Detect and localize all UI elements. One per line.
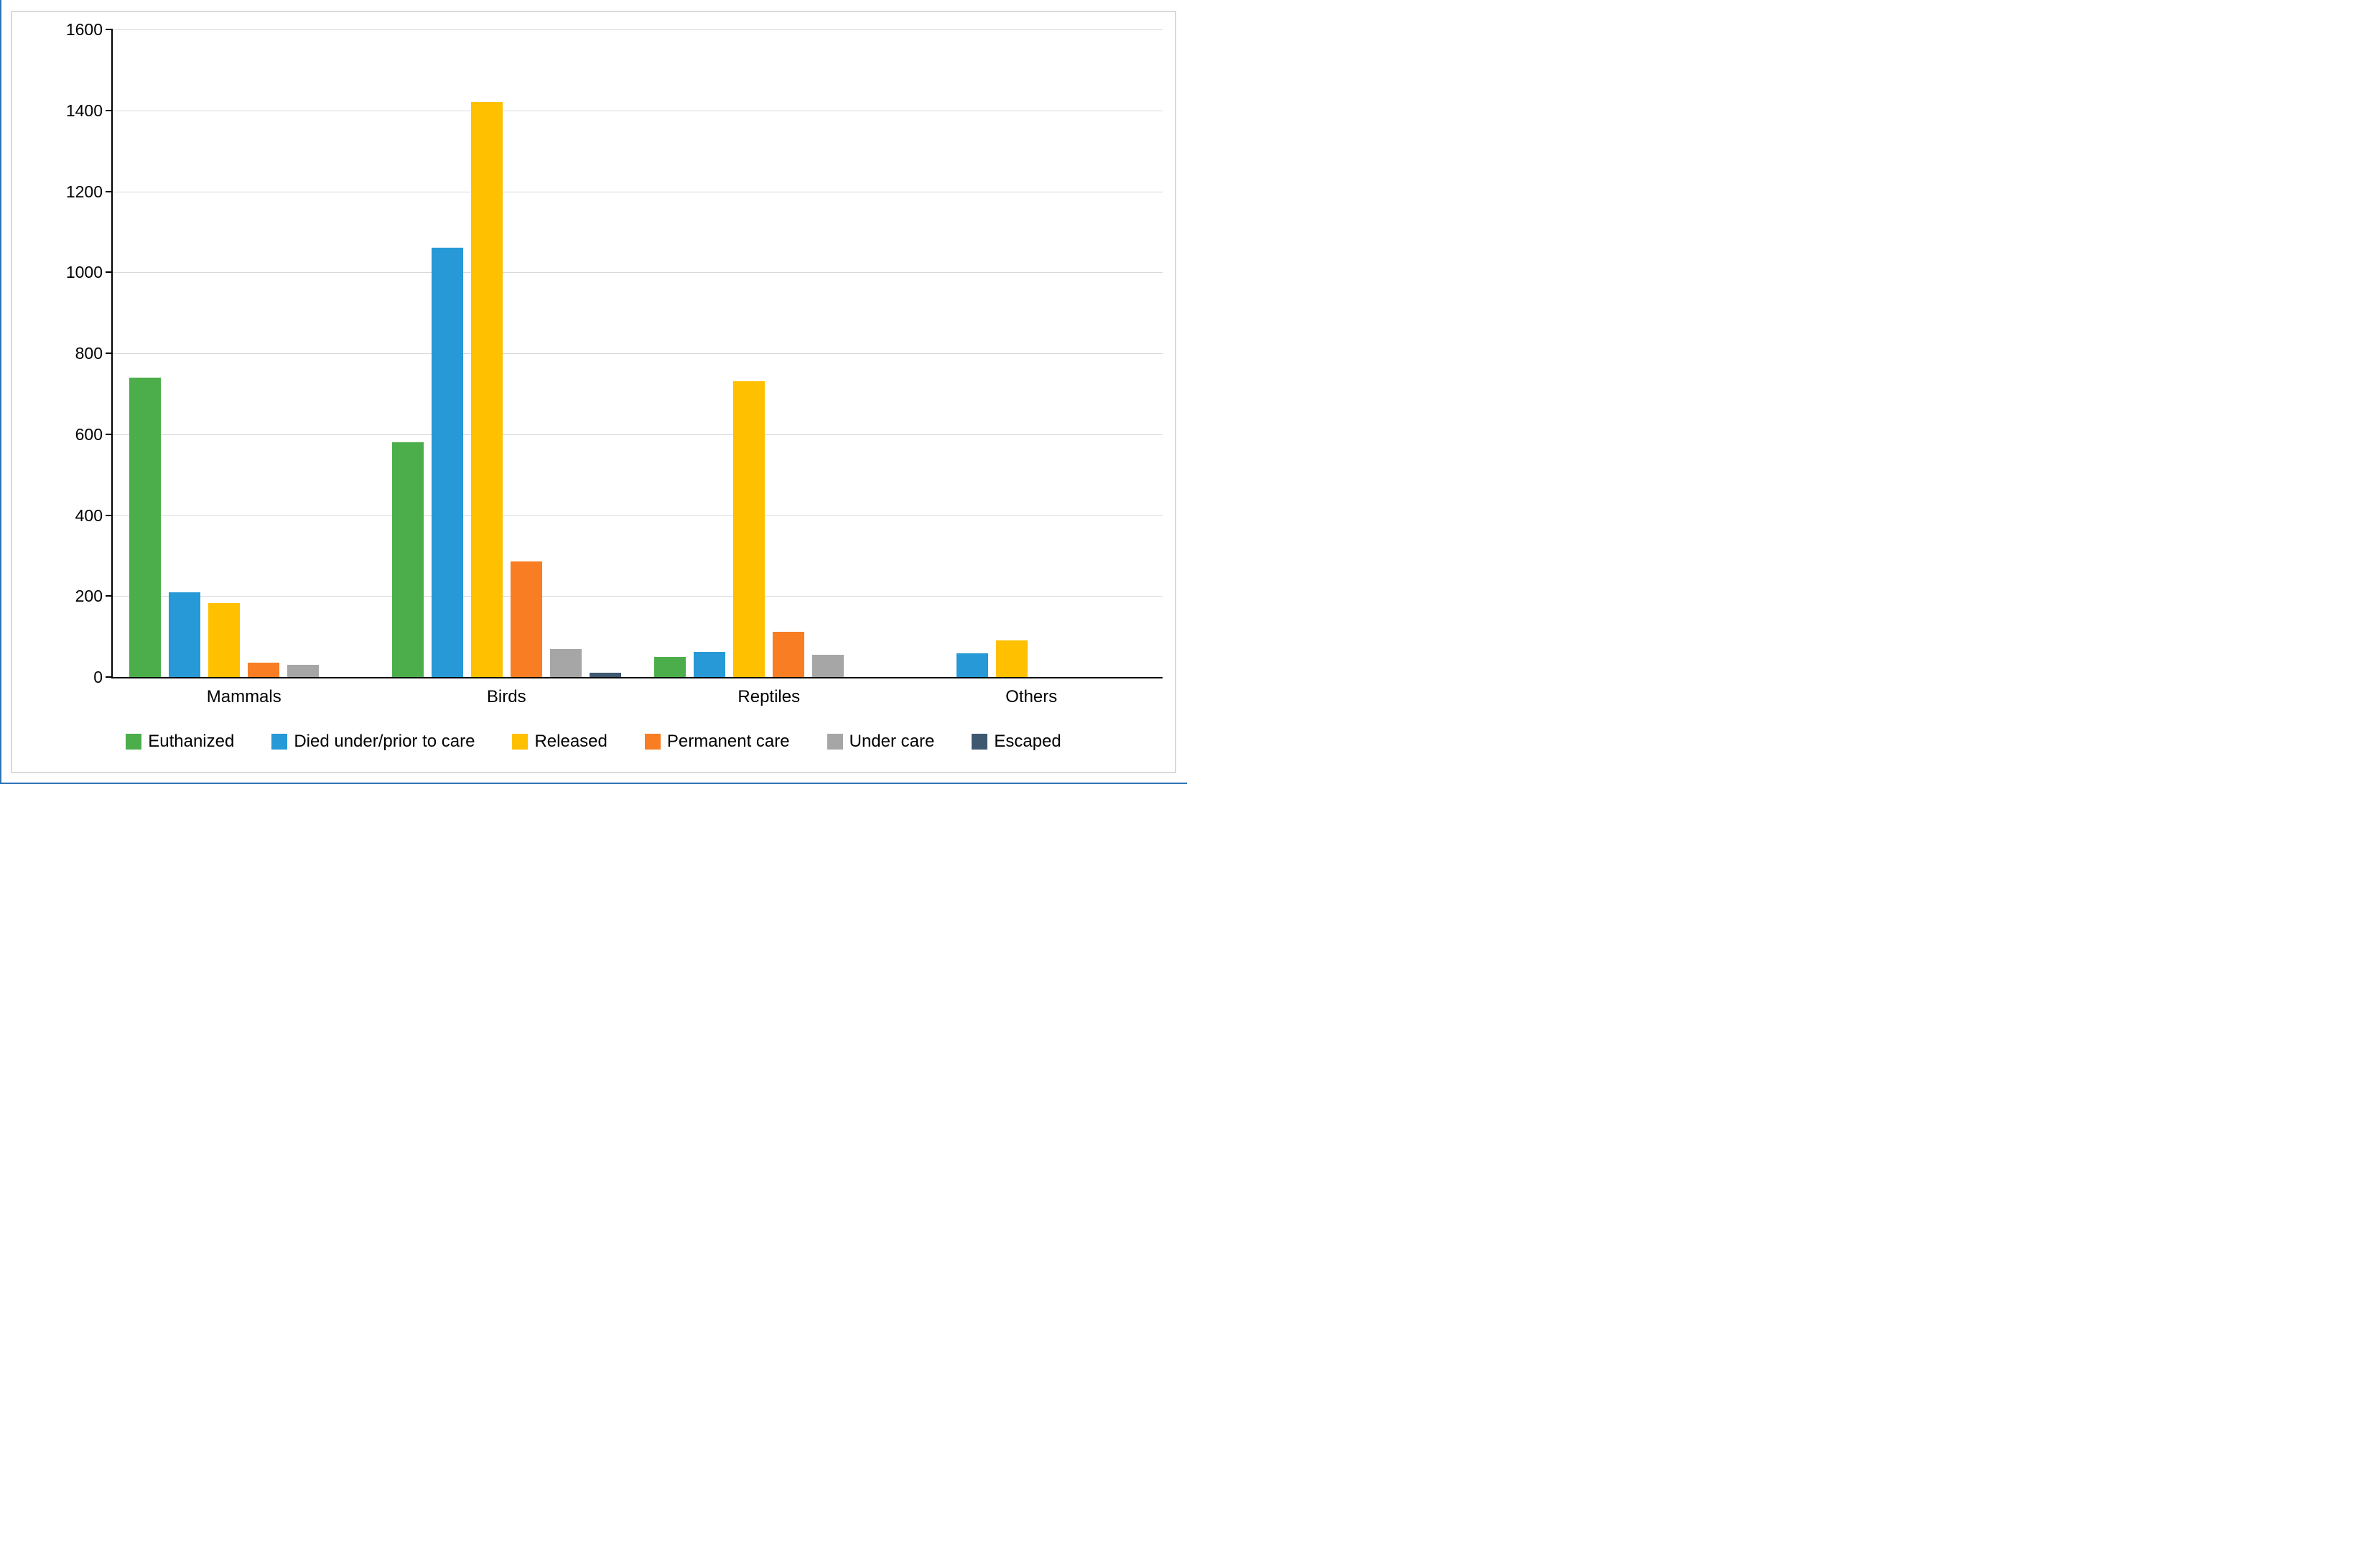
y-axis-label-400: 400 (75, 505, 103, 525)
y-axis-tick-0 (106, 676, 113, 678)
legend-item-escaped: Escaped (972, 732, 1061, 752)
legend-item-euthanized: Euthanized (126, 732, 234, 752)
y-axis-tick-1200 (106, 190, 113, 192)
x-axis-label-mammals: Mammals (206, 687, 281, 706)
page-left-edge (0, 0, 1, 784)
y-axis-label-600: 600 (75, 424, 103, 444)
legend-swatch-icon (972, 734, 988, 750)
bar-birds-permanent-care (510, 561, 542, 677)
y-axis-tick-1400 (106, 109, 113, 111)
bar-others-died-under-prior-to-care (956, 653, 988, 677)
chart-image: 0 200 400 600 800 1000 1200 1400 1600 Mammals Bir… (0, 0, 1187, 784)
bar-mammals-released (208, 603, 241, 677)
x-axis-label-reptiles: Reptiles (737, 687, 801, 706)
y-axis-tick-800 (106, 353, 113, 354)
y-axis-tick-1600 (106, 29, 113, 30)
chart-frame: 0 200 400 600 800 1000 1200 1400 1600 Mammals Bir… (11, 11, 1176, 773)
legend: Euthanized Died under/prior to care Releas… (12, 732, 1175, 752)
y-axis-tick-600 (106, 433, 113, 435)
plot-area: Mammals Birds Reptiles Others (106, 29, 1163, 706)
y-axis-tick-1000 (106, 271, 113, 274)
legend-item-died-under-prior-to-care: Died under/prior to care (271, 732, 475, 752)
legend-swatch-icon (644, 734, 661, 750)
legend-swatch-icon (512, 734, 529, 750)
gridline-600 (113, 434, 1163, 435)
legend-label: Died under/prior to care (294, 732, 475, 751)
bar-birds-escaped (589, 673, 621, 677)
bar-group-reptiles (638, 29, 900, 677)
legend-item-released: Released (512, 732, 608, 752)
bar-group-others (900, 29, 1163, 677)
legend-label: Escaped (994, 732, 1061, 751)
y-axis-label-0: 0 (93, 668, 103, 686)
y-axis-label-800: 800 (75, 344, 103, 363)
y-axis-label-1200: 1200 (65, 182, 103, 201)
x-axis-label-others: Others (1005, 687, 1058, 706)
bar-birds-died-under-prior-to-care (431, 248, 463, 677)
y-axis-labels: 0 200 400 600 800 1000 1200 1400 1600 (12, 21, 103, 686)
bar-reptiles-euthanized (654, 657, 686, 677)
bar-mammals-died-under-prior-to-care (169, 592, 201, 677)
y-axis-label-1400: 1400 (65, 101, 103, 120)
bar-reptiles-under-care (812, 655, 844, 677)
legend-swatch-icon (827, 734, 843, 750)
gridline-200 (113, 596, 1163, 597)
legend-label: Under care (849, 732, 935, 751)
bar-group-mammals (113, 29, 376, 677)
y-axis-label-1000: 1000 (65, 263, 103, 282)
bar-others-released (995, 640, 1028, 677)
gridline-1600 (113, 29, 1163, 30)
bar-reptiles-permanent-care (773, 632, 805, 677)
bar-mammals-permanent-care (248, 663, 280, 677)
gridline-800 (113, 353, 1163, 354)
gridline-1000 (113, 272, 1163, 274)
bar-reptiles-died-under-prior-to-care (694, 652, 726, 677)
bar-mammals-euthanized (129, 378, 162, 677)
bar-birds-released (470, 102, 503, 677)
bar-birds-under-care (549, 649, 582, 677)
bar-birds-euthanized (391, 442, 424, 677)
legend-swatch-icon (271, 734, 288, 750)
x-axis-label-birds: Birds (486, 687, 526, 706)
bar-mammals-under-care (287, 665, 320, 677)
legend-item-under-care: Under care (827, 732, 935, 752)
y-axis-label-1600: 1600 (65, 20, 103, 39)
y-axis-tick-400 (106, 514, 113, 516)
legend-swatch-icon (126, 734, 142, 750)
legend-label: Permanent care (666, 732, 790, 751)
legend-item-permanent-care: Permanent care (644, 732, 790, 752)
legend-label: Released (534, 732, 608, 751)
legend-label: Euthanized (148, 732, 235, 751)
bar-reptiles-released (733, 381, 765, 677)
gridline-400 (113, 515, 1163, 516)
y-axis-tick-200 (106, 595, 113, 597)
page-bottom-edge (0, 783, 1187, 784)
bar-group-birds (376, 29, 638, 677)
y-axis-label-200: 200 (75, 587, 103, 606)
